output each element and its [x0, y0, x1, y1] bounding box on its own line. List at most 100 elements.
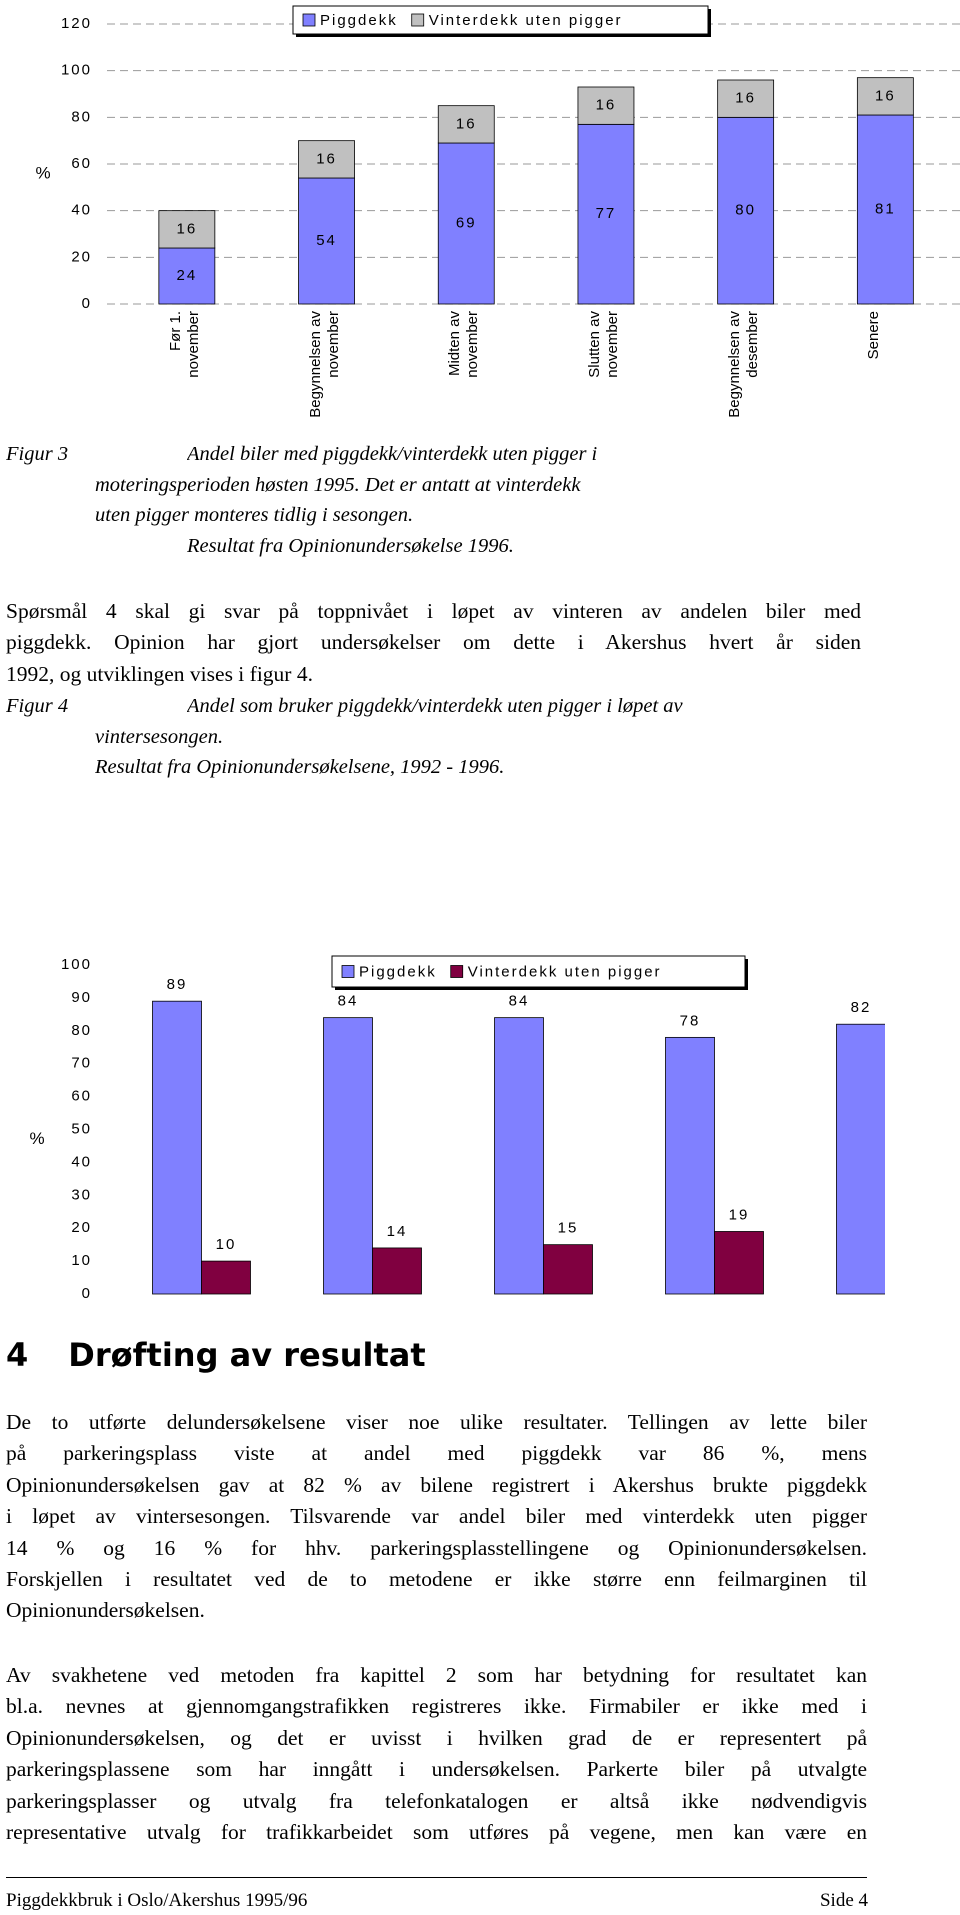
legend-swatch [341, 965, 355, 978]
legend-label: Vinterdekk uten pigger [429, 12, 623, 29]
y-tick-label: 30 [71, 1186, 92, 1203]
y-tick-label: 80 [71, 1022, 92, 1039]
bar-segment [298, 177, 355, 305]
footer-right: Side 4 [819, 1890, 868, 1911]
y-tick-label: 10 [71, 1252, 92, 1269]
y-tick-label: 60 [71, 155, 92, 172]
plot-group: 0 10 20 30 40 50 60 70 80 90 100% 89 10 1992 84 14 1993 8… [29, 955, 885, 1321]
value-label: 16 [456, 115, 477, 132]
value-label: 84 [509, 993, 530, 1010]
bar-segment [856, 77, 914, 116]
paragraph-line: Opinionundersøkelsen. [6, 1598, 205, 1623]
legend-box [292, 5, 709, 35]
y-tick-label: 120 [61, 15, 92, 32]
paragraph-line: Spørsmål 4 skal gi svar på toppnivået i … [6, 599, 861, 623]
caption-line: Resultat fra Opinionundersøkelsene, 1992… [95, 756, 505, 778]
x-tick-label: Før 1. november [166, 311, 202, 378]
caption-line: Resultat fra Opinionundersøkelse 1996. [187, 534, 514, 557]
bar-segment [437, 105, 495, 144]
section-heading: 4 Drøfting av resultat [6, 1334, 426, 1376]
value-label: 16 [596, 97, 617, 114]
y-tick-label: 70 [71, 1055, 92, 1072]
bar-segment [158, 210, 216, 249]
caption-line: uten pigger monteres tidlig i sesongen. [95, 504, 414, 526]
value-label: 16 [735, 90, 756, 107]
paragraph-line: 1992, og utviklingen vises i figur 4. [6, 661, 313, 686]
value-label: 14 [387, 1223, 408, 1240]
y-axis-label: % [29, 1129, 44, 1148]
paragraph-line: Av svakhetene ved metoden fra kapittel 2… [6, 1663, 867, 1687]
y-tick-label: 50 [71, 1120, 92, 1137]
bar-segment [298, 140, 355, 179]
paragraph-line: Opinionundersøkelsen, og det er uvisst i… [6, 1725, 867, 1750]
y-tick-label: 60 [71, 1088, 92, 1105]
value-label: 84 [338, 993, 359, 1010]
bar-segment [577, 86, 635, 125]
legend-swatch [302, 13, 316, 27]
bar-segment [437, 142, 495, 305]
legend-box [331, 955, 746, 988]
paragraph-line: i løpet av vintersesongen. Tilsvarende v… [6, 1504, 867, 1529]
chart: 0 20 40 60 80 100 120% 24 16 54 16 69 16 77 16 80 16 81 16… [0, 0, 960, 418]
caption-line: vintersesongen. [95, 725, 224, 748]
bar [152, 1000, 202, 1295]
x-tick-label: 1994 [523, 1319, 564, 1321]
paragraph-line: bl.a. nevnes at gjennomgangstrafikken re… [6, 1694, 867, 1719]
value-label: 81 [875, 200, 896, 217]
paragraph-line: Forskjellen i resultatet ved de to metod… [6, 1567, 867, 1591]
bar [323, 1017, 373, 1295]
heading-number: 4 [6, 1336, 29, 1374]
legend-swatch [450, 965, 464, 978]
y-tick-label: 80 [71, 108, 92, 125]
value-label: 89 [167, 976, 188, 993]
paragraph-line: parkeringsplassene som har inngått i und… [6, 1757, 867, 1782]
paragraph-line: De to utførte delundersøkelsene viser no… [6, 1410, 867, 1434]
paragraph-line: Opinionundersøkelsen gav at 82 % av bile… [6, 1472, 867, 1497]
y-tick-label: 40 [71, 202, 92, 219]
y-tick-label: 0 [82, 1285, 92, 1302]
bar-segment [717, 79, 775, 118]
bar [836, 1023, 885, 1295]
y-tick-label: 20 [71, 248, 92, 265]
value-label: 82 [851, 999, 872, 1016]
y-tick-label: 0 [82, 295, 92, 312]
y-tick-label: 20 [71, 1219, 92, 1236]
bar-segment [717, 116, 775, 305]
y-axis-label: % [35, 163, 50, 182]
paragraph-line: 14 % og 16 % for hhv. parkeringsplasstel… [6, 1535, 867, 1560]
value-label: 16 [875, 87, 896, 104]
value-label: 54 [316, 232, 337, 249]
value-label: 19 [729, 1206, 750, 1223]
y-tick-label: 100 [61, 956, 92, 973]
x-tick-label: Begynnelsen av desember [725, 311, 761, 418]
value-label: 10 [216, 1236, 237, 1253]
value-label: 78 [680, 1012, 701, 1029]
chart: 0 10 20 30 40 50 60 70 80 90 100% 89 10 1992 84 14 1993 8… [0, 940, 960, 1321]
y-tick-label: 100 [61, 62, 92, 79]
paragraph-line: parkeringsplasser og utvalg fra telefonk… [6, 1788, 867, 1813]
legend-label: Vinterdekk uten pigger [468, 963, 662, 980]
footer-rule [6, 1877, 867, 1878]
caption-line: moteringsperioden høsten 1995. Det er an… [95, 473, 581, 496]
bar [201, 1260, 251, 1295]
figure-label: Figur 4 [6, 695, 69, 717]
chart-svg: 0 10 20 30 40 50 60 70 80 90 100% 89 10 1992 84 14 1993 8… [29, 955, 885, 1321]
x-tick-label: 1995 [694, 1319, 735, 1321]
bar [714, 1231, 764, 1295]
caption-line: Andel biler med piggdekk/vinterdekk uten… [187, 443, 598, 465]
x-tick-label: 1992 [181, 1319, 222, 1321]
value-label: 77 [596, 205, 617, 222]
legend-swatch [411, 13, 425, 27]
caption-line: Andel som bruker piggdekk/vinterdekk ute… [187, 695, 683, 717]
y-tick-label: 40 [71, 1153, 92, 1170]
paragraph-line: på parkeringsplass viste at andel med pi… [6, 1441, 867, 1466]
bar [665, 1036, 715, 1295]
x-tick-label: Slutten av november [585, 311, 621, 378]
x-tick-label: Midten av november [446, 311, 482, 378]
x-tick-label: 1993 [352, 1319, 393, 1321]
paragraph-line: piggdekk. Opinion har gjort undersøkelse… [6, 630, 861, 655]
x-tick-label: Begynnelsen av november [306, 311, 342, 418]
paragraph-line: representative utvalg for trafikkarbeide… [6, 1820, 867, 1844]
y-tick-label: 90 [71, 989, 92, 1006]
